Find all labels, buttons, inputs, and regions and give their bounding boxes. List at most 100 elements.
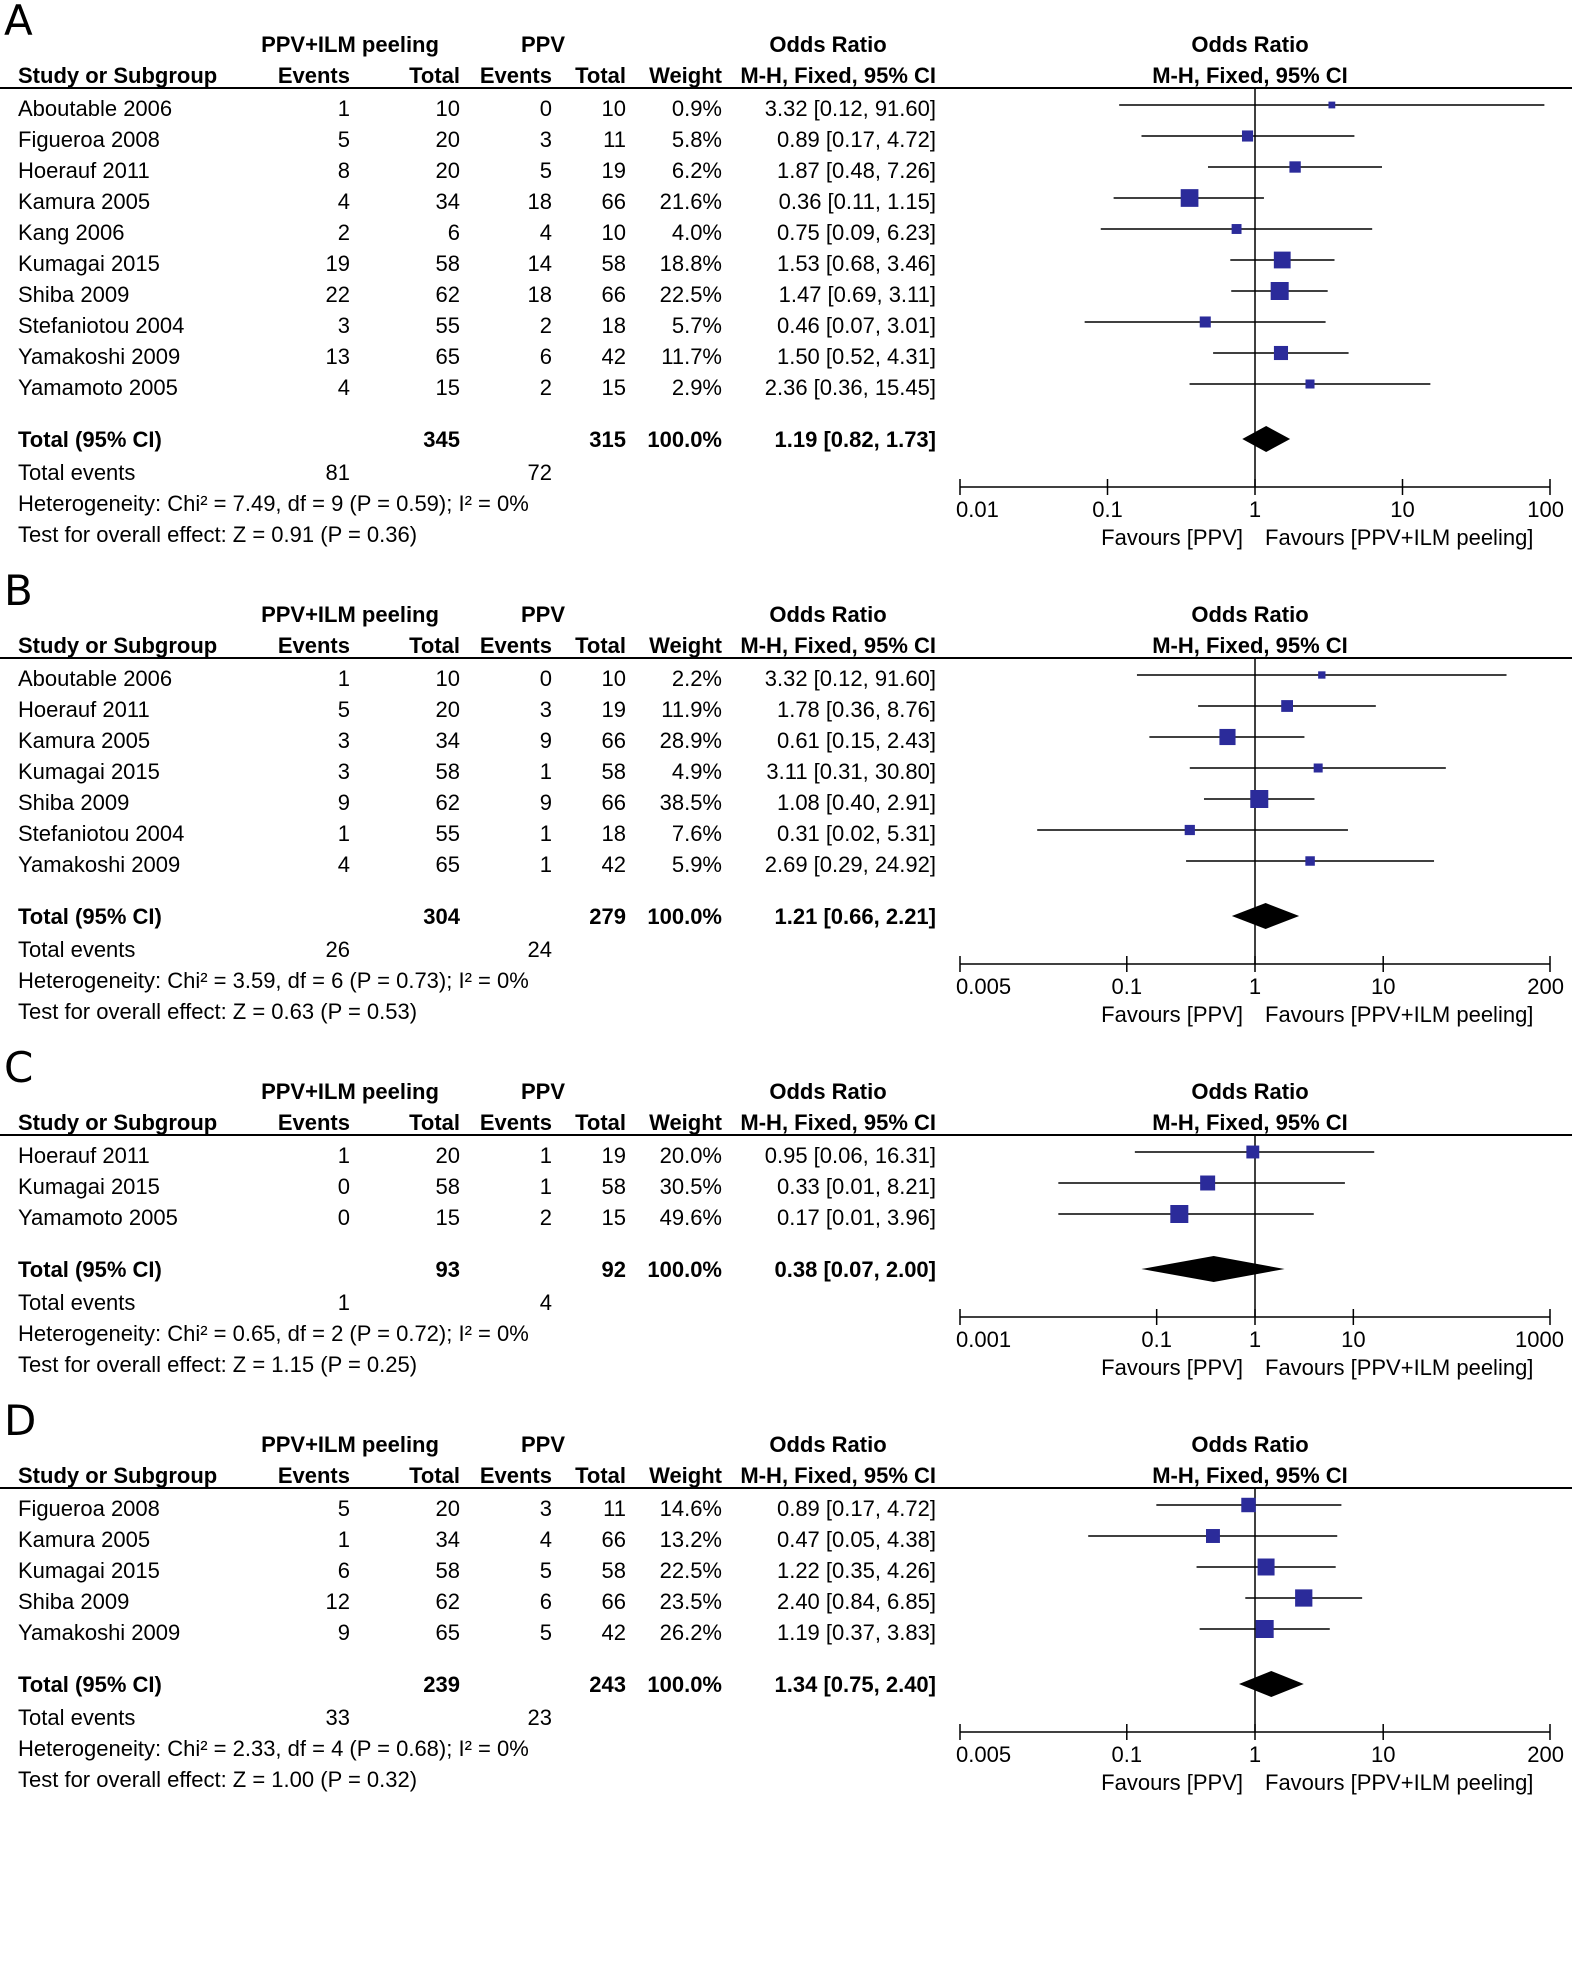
header-events2: Events bbox=[479, 1463, 552, 1488]
header-or: Odds Ratio bbox=[769, 602, 887, 627]
study-name: Kamura 2005 bbox=[18, 728, 151, 753]
total-label: Total (95% CI) bbox=[18, 427, 162, 452]
plot-header-method: M-H, Fixed, 95% CI bbox=[1152, 1463, 1348, 1488]
favours-left-label: Favours [PPV] bbox=[1101, 1770, 1243, 1795]
events-control: 5 bbox=[539, 1558, 552, 1583]
events-control: 3 bbox=[539, 1496, 552, 1521]
study-weight: 4.0% bbox=[671, 220, 722, 245]
header-total1: Total bbox=[409, 633, 460, 658]
study-weight: 4.9% bbox=[671, 759, 722, 784]
total-treatment: 10 bbox=[435, 96, 460, 121]
pooled-diamond bbox=[1242, 426, 1291, 452]
header-study: Study or Subgroup bbox=[18, 633, 218, 658]
events-control: 4 bbox=[539, 1527, 552, 1552]
effect-square bbox=[1170, 1205, 1189, 1223]
x-tick-label: 1 bbox=[1249, 1327, 1261, 1352]
study-name: Figueroa 2008 bbox=[18, 127, 160, 152]
effect-square bbox=[1219, 728, 1236, 746]
study-or: 0.33 [0.01, 8.21] bbox=[776, 1174, 936, 1199]
effect-square bbox=[1250, 790, 1269, 808]
total-treatment: 65 bbox=[435, 852, 460, 877]
events-treatment: 1 bbox=[337, 666, 350, 691]
study-or: 1.87 [0.48, 7.26] bbox=[776, 158, 936, 183]
events-control: 9 bbox=[539, 790, 552, 815]
plot-header-or: Odds Ratio bbox=[1191, 602, 1309, 627]
panel-letter: B bbox=[4, 566, 33, 615]
total-control: 66 bbox=[601, 728, 626, 753]
study-or: 1.08 [0.40, 2.91] bbox=[776, 790, 936, 815]
study-weight: 13.2% bbox=[659, 1527, 722, 1552]
effect-square bbox=[1305, 856, 1315, 866]
plot-header-method: M-H, Fixed, 95% CI bbox=[1152, 633, 1348, 658]
header-rule bbox=[0, 657, 1572, 659]
study-weight: 5.9% bbox=[671, 852, 722, 877]
favours-left-label: Favours [PPV] bbox=[1101, 1355, 1243, 1380]
panel-letter: A bbox=[4, 0, 33, 45]
events-control: 14 bbox=[527, 251, 552, 276]
forest-panel-b: B PPV+ILM peeling PPV Odds Ratio Study or Su… bbox=[0, 570, 1572, 1150]
events-control: 6 bbox=[539, 1589, 552, 1614]
plot-header-or: Odds Ratio bbox=[1191, 1079, 1309, 1104]
events-treatment: 1 bbox=[337, 1527, 350, 1552]
plot-header-method: M-H, Fixed, 95% CI bbox=[1152, 63, 1348, 88]
study-or: 0.95 [0.06, 16.31] bbox=[764, 1143, 936, 1168]
header-group2: PPV bbox=[520, 602, 566, 627]
study-weight: 5.7% bbox=[671, 313, 722, 338]
events-total-treatment: 33 bbox=[325, 1705, 350, 1730]
overall-effect-text: Test for overall effect: Z = 0.63 (P = 0… bbox=[18, 999, 418, 1024]
total-or: 1.34 [0.75, 2.40] bbox=[774, 1672, 936, 1697]
total-treatment: 34 bbox=[435, 189, 460, 214]
events-control: 1 bbox=[539, 1143, 552, 1168]
study-name: Yamakoshi 2009 bbox=[18, 1620, 181, 1645]
study-weight: 30.5% bbox=[659, 1174, 722, 1199]
study-or: 1.22 [0.35, 4.26] bbox=[776, 1558, 936, 1583]
forest-panel-d: D PPV+ILM peeling PPV Odds Ratio Study or Su… bbox=[0, 1400, 1572, 1980]
events-control: 1 bbox=[539, 1174, 552, 1199]
study-or: 0.17 [0.01, 3.96] bbox=[776, 1205, 936, 1230]
total-label: Total (95% CI) bbox=[18, 1672, 162, 1697]
total-treatment: 58 bbox=[435, 1558, 460, 1583]
total-control: 58 bbox=[601, 759, 626, 784]
x-tick-label: 10 bbox=[1390, 497, 1414, 522]
study-name: Hoerauf 2011 bbox=[18, 1143, 150, 1168]
events-treatment: 3 bbox=[337, 759, 350, 784]
events-control: 3 bbox=[539, 697, 552, 722]
events-treatment: 4 bbox=[337, 189, 350, 214]
total-weight: 100.0% bbox=[647, 1257, 722, 1282]
study-or: 1.78 [0.36, 8.76] bbox=[776, 697, 936, 722]
total-treatment: 20 bbox=[435, 1143, 460, 1168]
total-control: 58 bbox=[601, 1558, 626, 1583]
x-tick-label: 0.1 bbox=[1141, 1327, 1172, 1352]
events-label: Total events bbox=[18, 460, 136, 485]
study-name: Aboutable 2006 bbox=[18, 666, 173, 691]
study-or: 0.89 [0.17, 4.72] bbox=[776, 127, 936, 152]
events-treatment: 9 bbox=[337, 1620, 350, 1645]
total-treatment: 15 bbox=[435, 375, 460, 400]
events-label: Total events bbox=[18, 1290, 136, 1315]
events-label: Total events bbox=[18, 937, 136, 962]
pooled-diamond bbox=[1238, 1671, 1304, 1697]
total-label: Total (95% CI) bbox=[18, 904, 162, 929]
study-weight: 38.5% bbox=[659, 790, 722, 815]
header-group2: PPV bbox=[520, 1079, 566, 1104]
events-total-control: 72 bbox=[527, 460, 552, 485]
events-total-treatment: 81 bbox=[325, 460, 350, 485]
study-or: 2.40 [0.84, 6.85] bbox=[776, 1589, 936, 1614]
total-treatment: 58 bbox=[435, 251, 460, 276]
events-label: Total events bbox=[18, 1705, 136, 1730]
total-control: 66 bbox=[601, 790, 626, 815]
events-control: 1 bbox=[539, 821, 552, 846]
events-treatment: 2 bbox=[337, 220, 350, 245]
study-name: Aboutable 2006 bbox=[18, 96, 173, 121]
total-control: 15 bbox=[601, 1205, 626, 1230]
study-or: 0.31 [0.02, 5.31] bbox=[776, 821, 936, 846]
study-name: Shiba 2009 bbox=[18, 1589, 130, 1614]
header-events2: Events bbox=[479, 633, 552, 658]
total-weight: 100.0% bbox=[647, 904, 722, 929]
total-or: 1.21 [0.66, 2.21] bbox=[774, 904, 936, 929]
header-rule bbox=[0, 1487, 1572, 1489]
total-control: 18 bbox=[601, 821, 626, 846]
effect-square bbox=[1289, 161, 1301, 173]
heterogeneity-text: Heterogeneity: Chi² = 2.33, df = 4 (P = … bbox=[18, 1736, 529, 1761]
x-tick-label: 1 bbox=[1249, 1742, 1261, 1767]
